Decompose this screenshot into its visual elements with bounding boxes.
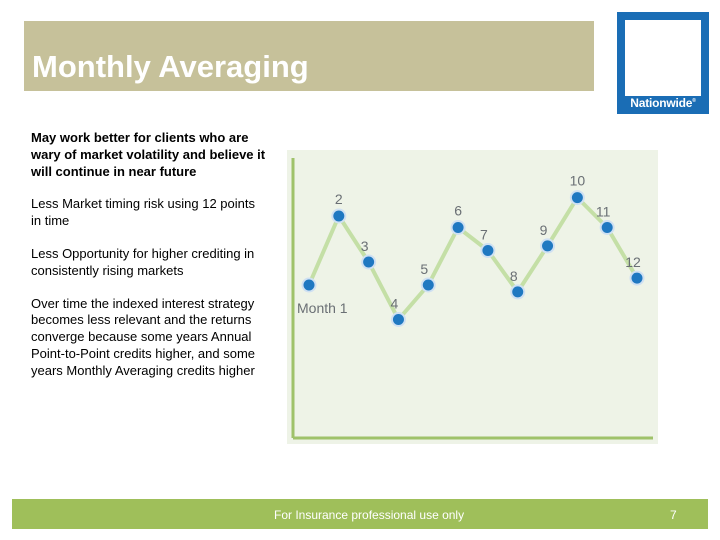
- point-label: 10: [570, 173, 586, 189]
- data-point: [571, 192, 583, 204]
- data-point: [512, 286, 524, 298]
- nationwide-logo: Nationwide®: [617, 12, 709, 114]
- point-label: 3: [361, 238, 369, 254]
- point-label: 7: [480, 227, 488, 243]
- footer-bar: For Insurance professional use only 7: [12, 499, 708, 529]
- data-point: [363, 256, 375, 268]
- bullet-3: Less Opportunity for higher crediting in…: [31, 245, 255, 278]
- point-label: Month 1: [297, 300, 348, 316]
- logo-registered: ®: [692, 98, 696, 104]
- point-label: 5: [420, 261, 428, 277]
- logo-wordmark: Nationwide: [630, 96, 693, 110]
- bullet-4: Over time the indexed interest strategy …: [31, 295, 256, 378]
- bullet-1: May work better for clients who are wary…: [31, 130, 266, 179]
- point-label: 11: [596, 204, 611, 220]
- point-label: 6: [454, 203, 462, 219]
- footer-disclaimer: For Insurance professional use only: [274, 508, 465, 522]
- data-point: [482, 245, 494, 256]
- data-point: [542, 240, 554, 252]
- series-line: [307, 195, 639, 322]
- point-label: 8: [510, 268, 518, 284]
- page-number: 7: [670, 508, 677, 522]
- data-point: [392, 314, 404, 325]
- point-label: 4: [391, 296, 399, 312]
- data-point: [422, 279, 434, 291]
- point-label: 9: [540, 222, 548, 238]
- data-point: [333, 210, 345, 222]
- logo-mark: [625, 20, 701, 96]
- bullet-2: Less Market timing risk using 12 points …: [31, 196, 255, 229]
- data-point: [601, 222, 613, 233]
- data-point: [452, 222, 464, 233]
- slide-title: Monthly Averaging: [32, 49, 309, 84]
- point-label: 2: [335, 191, 343, 207]
- logo-text: Nationwide®: [617, 96, 709, 110]
- data-point: [631, 272, 643, 284]
- data-point: [303, 279, 315, 291]
- point-label: 12: [625, 254, 641, 270]
- chart-panel: Month 1 2 3 4 5 6 7 8 9 10 11 12: [287, 150, 658, 444]
- bullet-list: May work better for clients who are wary…: [31, 130, 267, 396]
- title-bar: Monthly Averaging: [24, 21, 594, 91]
- line-chart: Month 1 2 3 4 5 6 7 8 9 10 11 12: [291, 158, 653, 440]
